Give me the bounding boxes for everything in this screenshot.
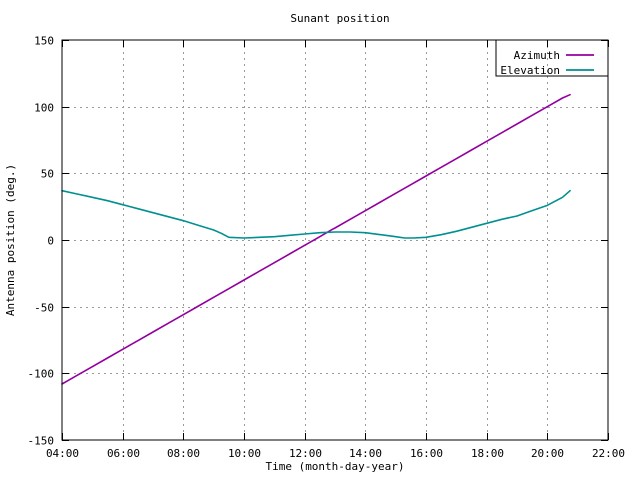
legend-label-elevation[interactable]: Elevation	[500, 64, 560, 77]
x-tick-label: 18:00	[471, 447, 504, 460]
y-tick-label: 150	[34, 35, 54, 48]
chart-legend[interactable]: Azimuth Elevation	[495, 39, 609, 77]
x-tick-label: 06:00	[107, 447, 140, 460]
y-tick-labels: -150 -100 -50 0 50 100 150	[28, 35, 55, 448]
y-tick-label: 0	[47, 235, 54, 248]
x-tick-label: 12:00	[289, 447, 322, 460]
legend-frame	[495, 39, 609, 77]
x-tick-label: 10:00	[228, 447, 261, 460]
y-tick-label: -100	[28, 368, 55, 381]
chart-title: Sunant position	[290, 12, 389, 25]
y-tick-label: -50	[34, 302, 54, 315]
x-tick-label: 04:00	[46, 447, 79, 460]
plot-frame	[61, 39, 609, 441]
x-axis-label: Time (month-day-year)	[265, 460, 404, 473]
grid-lines	[62, 40, 608, 440]
x-tick-labels: 04:00 06:00 08:00 10:00 12:00 14:00 16:00 18:00…	[46, 447, 625, 460]
x-tick-label: 08:00	[167, 447, 200, 460]
y-axis-label: Antenna position (deg.)	[4, 164, 17, 316]
x-tick-label: 22:00	[592, 447, 625, 460]
y-tick-label: -150	[28, 435, 55, 448]
series-line-elevation	[61, 189, 571, 239]
legend-label-azimuth[interactable]: Azimuth	[514, 49, 560, 62]
y-tick-label: 50	[41, 168, 54, 181]
x-tick-label: 16:00	[410, 447, 443, 460]
y-tick-label: 100	[34, 102, 54, 115]
x-tick-label: 14:00	[349, 447, 382, 460]
data-series	[61, 93, 571, 385]
x-tick-label: 20:00	[531, 447, 564, 460]
